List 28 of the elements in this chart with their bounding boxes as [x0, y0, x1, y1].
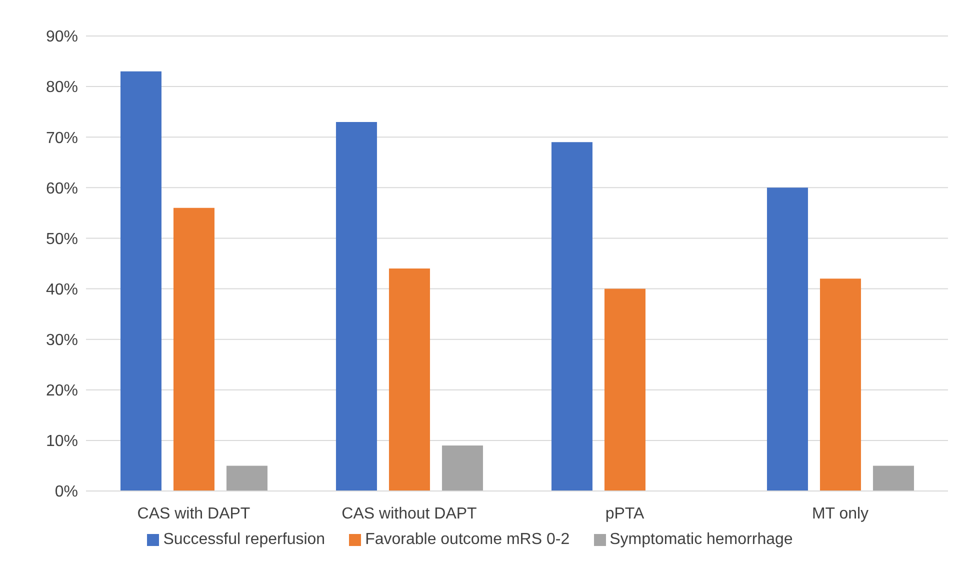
y-tick-label: 80%	[46, 79, 78, 96]
legend-label: Favorable outcome mRS 0-2	[365, 531, 570, 548]
bar	[766, 188, 808, 491]
bar	[173, 208, 214, 491]
bar	[442, 446, 483, 491]
bar	[388, 268, 430, 491]
y-tick-label: 30%	[46, 332, 78, 350]
y-tick-label: 50%	[46, 230, 78, 248]
x-tick-label: pPTA	[605, 505, 644, 522]
legend-label: Symptomatic hemorrhage	[610, 531, 793, 548]
y-tick-label: 90%	[46, 28, 78, 46]
x-tick-label: CAS with DAPT	[137, 505, 250, 522]
bar	[872, 466, 914, 491]
y-tick-label: 10%	[46, 433, 78, 450]
bar	[604, 288, 646, 491]
y-tick-label: 40%	[46, 281, 78, 298]
y-tick-label: 70%	[46, 130, 78, 147]
y-tick-label: 20%	[46, 382, 78, 400]
bar	[336, 122, 377, 491]
bar	[551, 142, 592, 491]
bar	[226, 466, 268, 491]
y-tick-label: 60%	[46, 180, 78, 198]
bar	[120, 71, 162, 491]
y-tick-label: 0%	[54, 484, 78, 501]
x-tick-label: MT only	[812, 505, 869, 522]
legend-label: Successful reperfusion	[163, 531, 326, 548]
bar	[820, 278, 861, 491]
x-tick-label: CAS without DAPT	[342, 505, 478, 522]
